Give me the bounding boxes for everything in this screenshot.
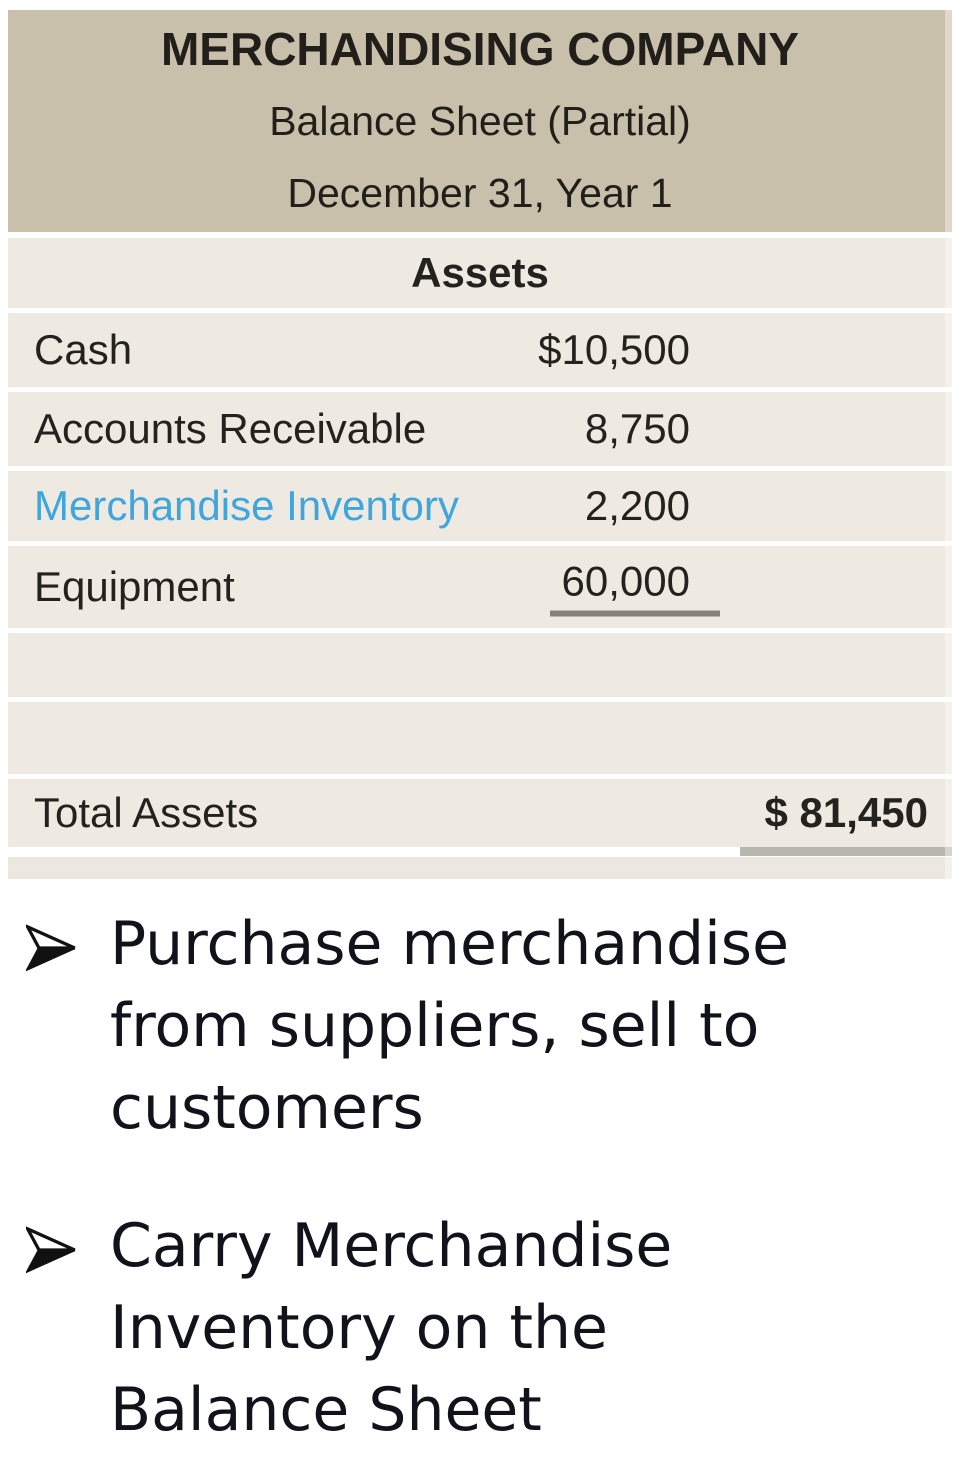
total-value: $ 81,450 bbox=[764, 789, 929, 836]
arrow-bullet-icon bbox=[23, 903, 110, 1149]
account-value: $10,500 bbox=[538, 326, 690, 373]
total-label: Total Assets bbox=[34, 789, 259, 836]
account-value: 2,200 bbox=[584, 482, 690, 529]
bullet-line: from suppliers, sell to bbox=[110, 991, 760, 1061]
table-header: MERCHANDISING COMPANY Balance Sheet (Par… bbox=[8, 10, 952, 232]
statement-title: Balance Sheet (Partial) bbox=[269, 98, 691, 144]
slide: MERCHANDISING COMPANY Balance Sheet (Par… bbox=[0, 10, 956, 1451]
account-value: 8,750 bbox=[584, 405, 690, 452]
statement-date: December 31, Year 1 bbox=[287, 170, 673, 216]
bullet-list: Purchase merchandise from suppliers, sel… bbox=[0, 903, 956, 1451]
account-label: Cash bbox=[34, 326, 133, 373]
total-underline-row bbox=[8, 847, 952, 857]
table-footer-strip bbox=[8, 857, 952, 879]
table-row-highlighted: Merchandise Inventory 2,200 bbox=[8, 471, 952, 541]
bullet-line: Balance Sheet bbox=[110, 1375, 542, 1445]
bullet-text: Purchase merchandise from suppliers, sel… bbox=[110, 903, 789, 1149]
account-label: Equipment bbox=[34, 563, 235, 610]
section-header-row: Assets bbox=[8, 238, 952, 308]
account-label: Accounts Receivable bbox=[34, 405, 427, 452]
company-name: MERCHANDISING COMPANY bbox=[160, 23, 800, 75]
bullet-item: Carry Merchandise Inventory on the Balan… bbox=[23, 1205, 956, 1451]
account-label: Merchandise Inventory bbox=[34, 482, 459, 529]
table-row: Accounts Receivable 8,750 bbox=[8, 392, 952, 466]
bullet-line: Inventory on the bbox=[110, 1293, 608, 1363]
bullet-line: Purchase merchandise bbox=[110, 909, 789, 979]
balance-sheet-table: MERCHANDISING COMPANY Balance Sheet (Par… bbox=[8, 10, 952, 879]
table-row: Equipment 60,000 bbox=[8, 546, 952, 628]
table-row: Cash $10,500 bbox=[8, 313, 952, 387]
bullet-line: Carry Merchandise bbox=[110, 1211, 673, 1281]
account-value: 60,000 bbox=[549, 558, 720, 617]
total-underline bbox=[740, 847, 952, 856]
total-row: Total Assets $ 81,450 bbox=[8, 779, 952, 847]
empty-row bbox=[8, 702, 952, 774]
section-title: Assets bbox=[411, 249, 549, 296]
arrow-bullet-icon bbox=[23, 1205, 110, 1451]
empty-row bbox=[8, 633, 952, 697]
bullet-line: customers bbox=[110, 1073, 424, 1143]
bullet-item: Purchase merchandise from suppliers, sel… bbox=[23, 903, 956, 1149]
bullet-text: Carry Merchandise Inventory on the Balan… bbox=[110, 1205, 672, 1451]
